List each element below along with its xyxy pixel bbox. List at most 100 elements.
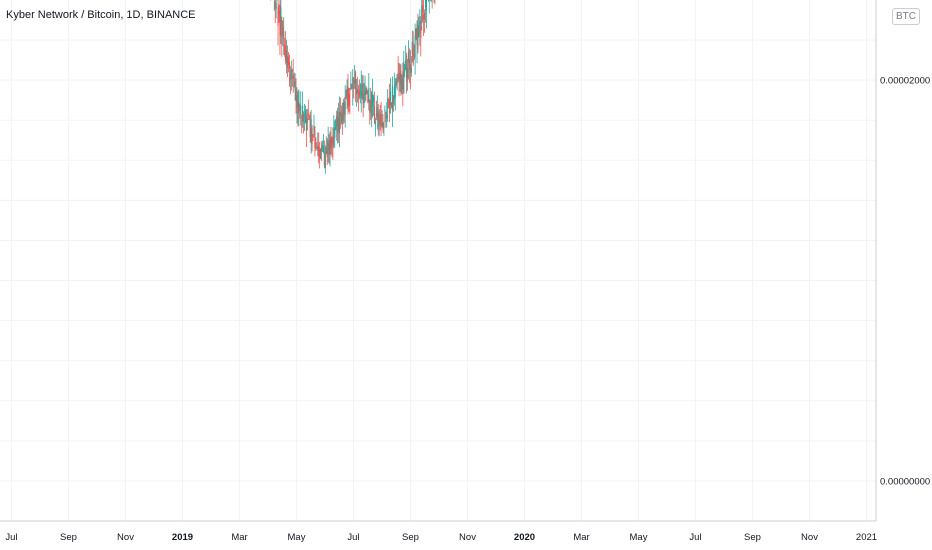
- candle-body: [296, 94, 298, 108]
- candle-body: [368, 88, 370, 102]
- time-axis[interactable]: Jul Sep Nov 2019 Mar May Jul Sep Nov 2020 Mar May Ju…: [5, 532, 877, 543]
- price-axis[interactable]: 0.000220000.000200000.000180000.00012000…: [880, 0, 930, 488]
- candle-body: [287, 56, 290, 65]
- candle-body: [388, 100, 390, 101]
- candle-body: [329, 139, 331, 156]
- candle-body: [343, 103, 345, 117]
- candle-body: [292, 75, 294, 80]
- candle-body: [300, 105, 302, 115]
- candle-body: [357, 92, 359, 94]
- candle-body: [325, 146, 327, 154]
- time-tick-label: May: [288, 532, 306, 543]
- candle-body: [308, 115, 310, 116]
- candle-body: [394, 84, 396, 98]
- candle-body: [396, 74, 398, 85]
- time-tick-label: Nov: [801, 532, 818, 543]
- candle-body: [364, 90, 366, 95]
- candle-body: [398, 76, 400, 80]
- candle-body: [306, 118, 308, 123]
- candle-body: [289, 77, 291, 81]
- candle-body: [378, 113, 380, 127]
- candle-body: [410, 67, 412, 73]
- candle-body: [355, 89, 358, 95]
- candle-body: [335, 119, 337, 130]
- candle-body: [328, 142, 330, 150]
- candle-body: [301, 116, 303, 118]
- candle-body: [320, 147, 323, 152]
- candle-body: [424, 0, 427, 8]
- candle-body: [419, 21, 421, 33]
- time-tick-label: Jul: [347, 532, 359, 543]
- candle-body: [314, 130, 316, 149]
- candle-body: [302, 105, 304, 122]
- candle-body: [370, 102, 372, 110]
- candle-body: [275, 3, 277, 9]
- candle-body: [415, 28, 417, 38]
- candle-body: [348, 94, 350, 107]
- candle-body: [297, 101, 299, 114]
- candle-body: [375, 113, 377, 117]
- candle-body: [347, 86, 349, 106]
- candle-body: [407, 51, 410, 63]
- candle-body: [397, 72, 399, 76]
- candle-body: [280, 7, 282, 26]
- candle-body: [408, 59, 410, 70]
- candle-body: [317, 145, 319, 152]
- candle-body: [352, 77, 354, 89]
- candle-body: [359, 93, 361, 95]
- candle-body: [391, 85, 393, 111]
- candle-body: [354, 79, 356, 85]
- candle-body: [344, 101, 346, 116]
- candle-body: [316, 147, 318, 149]
- candle-body: [322, 146, 324, 152]
- candle-body: [288, 62, 290, 70]
- candle-body: [389, 99, 391, 114]
- time-tick-label: Nov: [459, 532, 476, 543]
- candle-body: [285, 46, 287, 61]
- candle-body: [331, 138, 333, 144]
- candle-body: [349, 101, 351, 102]
- candle-body: [382, 122, 384, 130]
- time-tick-label: Mar: [231, 532, 247, 543]
- candle-body: [367, 95, 369, 103]
- candle-body: [336, 115, 338, 127]
- candle-body: [420, 25, 422, 38]
- candle-body: [304, 110, 307, 124]
- candle-body: [294, 81, 296, 91]
- candle-body: [320, 148, 322, 159]
- candle-body: [362, 84, 364, 105]
- candle-body: [324, 152, 326, 168]
- candle-body: [353, 87, 355, 89]
- candle-body: [319, 149, 321, 159]
- time-tick-label: Jul: [5, 532, 17, 543]
- candle-body: [421, 6, 423, 24]
- candle-body: [412, 42, 414, 64]
- candle-body: [309, 115, 311, 138]
- candlesticks[interactable]: [11, 0, 767, 174]
- candle-body: [401, 78, 403, 90]
- candle-body: [318, 147, 320, 157]
- candle-body: [327, 140, 329, 154]
- candle-body: [340, 113, 342, 123]
- candle-body: [360, 84, 362, 98]
- candle-body: [351, 87, 353, 89]
- candle-body: [404, 67, 406, 73]
- currency-badge[interactable]: BTC: [892, 8, 920, 25]
- candle-body: [407, 67, 409, 78]
- candle-body: [406, 56, 408, 82]
- candle-body: [381, 123, 383, 127]
- candle-body: [409, 64, 411, 74]
- candle-body: [374, 121, 376, 124]
- candle-body: [303, 113, 305, 122]
- candle-body: [283, 31, 285, 39]
- candle-body: [278, 10, 280, 15]
- time-tick-label: May: [630, 532, 648, 543]
- candle-body: [393, 87, 395, 100]
- candle-body: [282, 26, 284, 36]
- candle-body: [365, 88, 367, 95]
- candle-body: [399, 72, 401, 84]
- candle-body: [417, 25, 419, 49]
- candle-body: [310, 119, 312, 142]
- candle-body: [321, 144, 324, 149]
